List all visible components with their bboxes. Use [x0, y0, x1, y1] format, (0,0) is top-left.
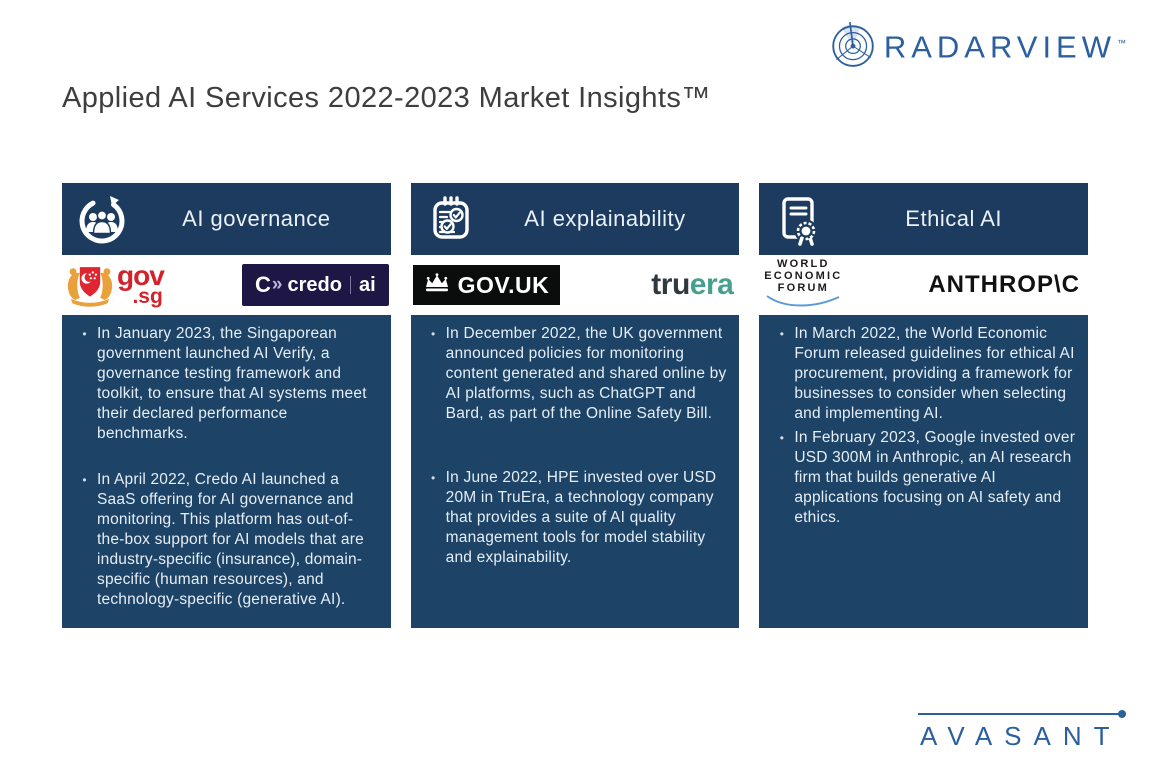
credo-divider — [349, 276, 351, 294]
avasant-wordmark: AVASANT — [920, 721, 1122, 751]
truera-logo: truera — [651, 268, 734, 301]
column-ethical-ai: Ethical AI WORLD ECONOMIC FORUM ANTHROP\… — [759, 183, 1088, 628]
bullet-text: In June 2022, HPE invested over USD 20M … — [445, 469, 717, 566]
bullet-marker: • — [82, 327, 87, 341]
bullet-text: In December 2022, the UK government anno… — [445, 325, 727, 422]
crown-icon — [424, 272, 450, 298]
world-economic-forum-logo: WORLD ECONOMIC FORUM — [763, 258, 843, 313]
credo-chevron-icon: C» — [255, 272, 282, 297]
bullet-text: In March 2022, the World Economic Forum … — [794, 325, 1075, 422]
insight-columns: AI governance — [62, 183, 1088, 628]
bullet-marker: • — [779, 431, 784, 445]
bullet-marker: • — [431, 327, 436, 341]
gov-uk-logo: GOV.UK — [412, 265, 561, 305]
column-body: • In December 2022, the UK government an… — [410, 315, 740, 628]
bullet-marker: • — [82, 473, 87, 487]
bullet-item: • In February 2023, Google invested over… — [769, 428, 1076, 528]
avasant-line-dot — [918, 710, 1126, 718]
radar-icon — [828, 18, 878, 73]
logo-row: GOV.UK truera — [410, 255, 740, 315]
avasant-logo: AVASANT — [918, 710, 1126, 752]
column-body: • In January 2023, the Singaporean gover… — [62, 315, 391, 628]
gov-uk-wordmark: GOV.UK — [457, 271, 550, 298]
bullet-item: • In April 2022, Credo AI launched a Saa… — [72, 470, 379, 610]
singapore-crest-icon — [64, 259, 116, 312]
column-header-label: AI explainability — [524, 206, 686, 231]
radarview-logo: RADARVIEW™ — [828, 18, 1126, 73]
column-header: Ethical AI — [759, 183, 1088, 255]
column-header: AI explainability — [410, 183, 740, 255]
column-ai-governance: AI governance — [62, 183, 391, 628]
column-body: • In March 2022, the World Economic Foru… — [759, 315, 1088, 628]
clipboard-check-icon — [423, 191, 479, 247]
credo-wordmark: credo — [287, 273, 342, 296]
credo-ai-suffix: ai — [358, 273, 376, 296]
bullet-item: • In March 2022, the World Economic Foru… — [769, 324, 1076, 424]
bullet-text: In April 2022, Credo AI launched a SaaS … — [97, 471, 364, 608]
page-title: Applied AI Services 2022-2023 Market Ins… — [62, 82, 711, 114]
gov-sg-wordmark: gov .sg — [117, 259, 165, 308]
bullet-text: In January 2023, the Singaporean governm… — [97, 325, 367, 442]
logo-row: WORLD ECONOMIC FORUM ANTHROP\C — [759, 255, 1088, 315]
logo-row: gov .sg C» credo ai — [62, 255, 391, 315]
column-header: AI governance — [62, 183, 391, 255]
gov-sg-logo: gov .sg — [64, 259, 165, 312]
column-header-label: AI governance — [182, 206, 331, 231]
certificate-icon — [771, 191, 827, 247]
credo-ai-logo: C» credo ai — [242, 264, 389, 306]
column-ai-explainability: AI explainability GOV.UK — [410, 183, 740, 628]
bullet-item: • In December 2022, the UK government an… — [421, 324, 728, 424]
people-group-icon — [74, 191, 130, 247]
wef-arc-icon — [763, 294, 843, 313]
bullet-marker: • — [779, 327, 784, 341]
bullet-text: In February 2023, Google invested over U… — [794, 429, 1076, 526]
column-header-label: Ethical AI — [905, 206, 1003, 231]
bullet-item: • In June 2022, HPE invested over USD 20… — [421, 468, 728, 568]
bullet-marker: • — [431, 471, 436, 485]
radarview-wordmark: RADARVIEW™ — [883, 29, 1126, 65]
anthropic-logo: ANTHROP\C — [928, 271, 1080, 298]
trademark-symbol: ™ — [1117, 38, 1126, 49]
bullet-item: • In January 2023, the Singaporean gover… — [72, 324, 379, 444]
